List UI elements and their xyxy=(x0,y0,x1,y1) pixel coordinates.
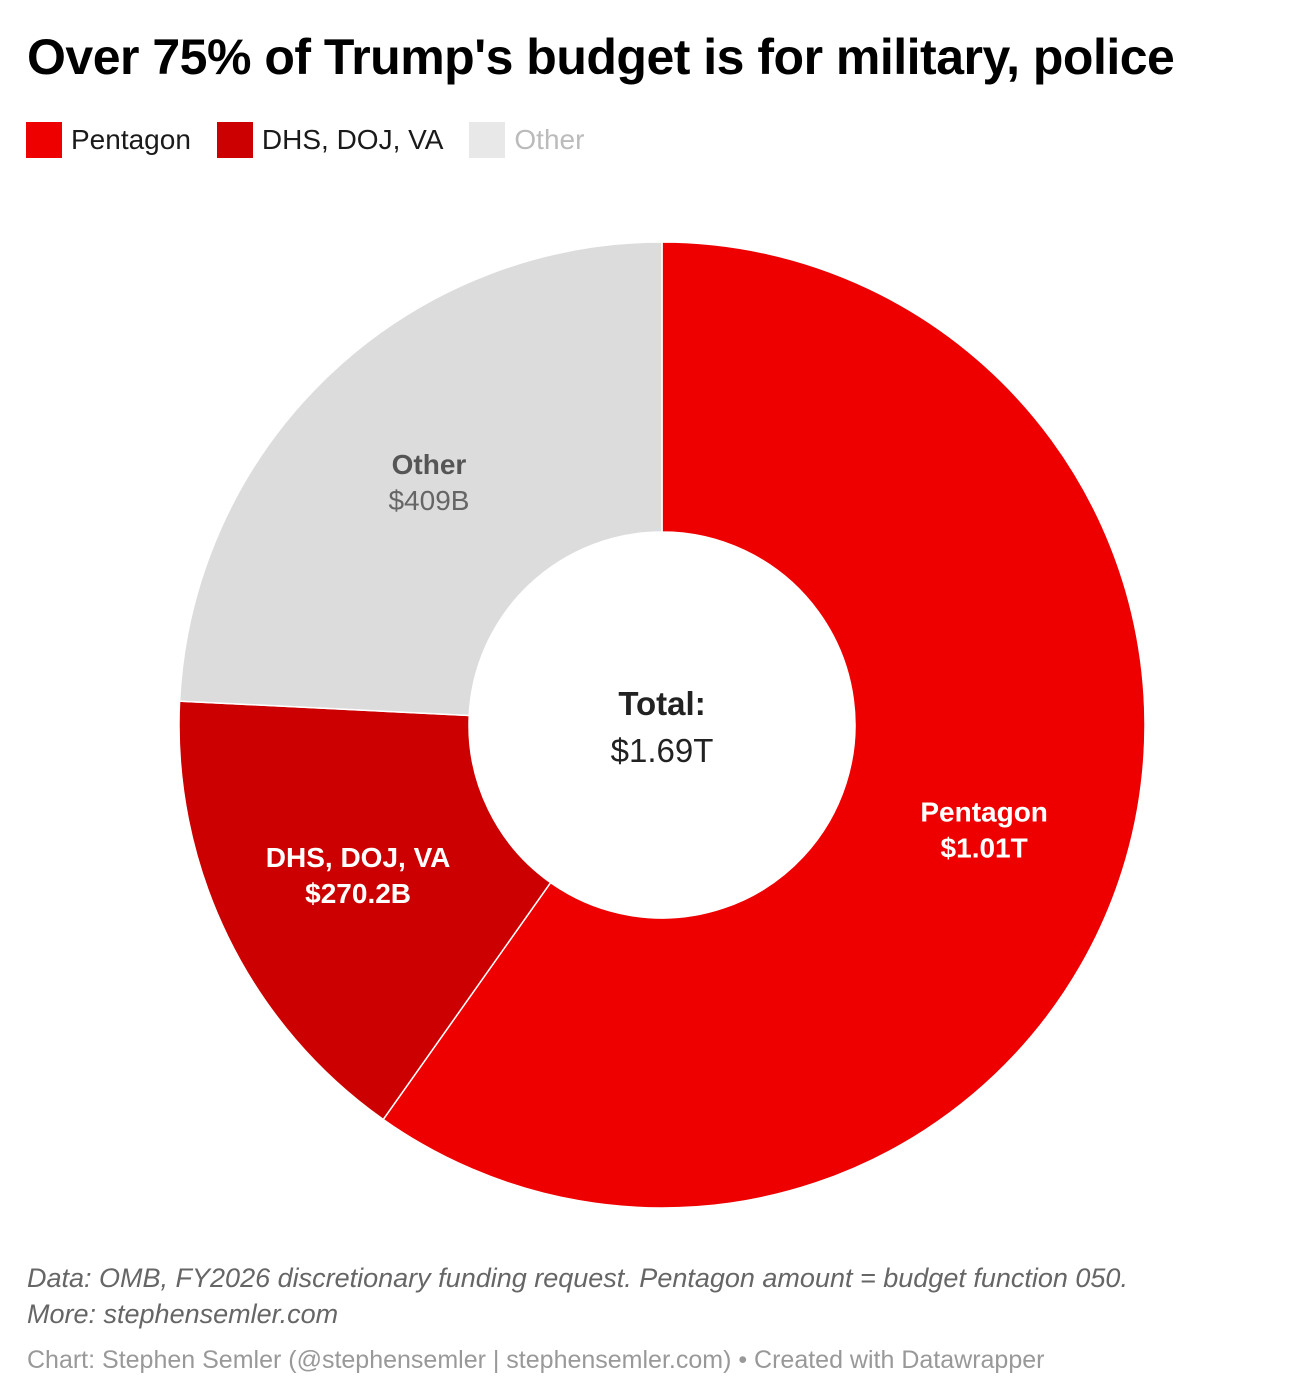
legend-item-other: Other xyxy=(469,122,584,158)
slice-label-name: DHS, DOJ, VA xyxy=(266,842,451,873)
legend-label: Other xyxy=(514,124,585,155)
slice-label-name: Pentagon xyxy=(920,796,1048,827)
legend-label: Pentagon xyxy=(71,124,191,155)
legend-item-dhs-doj-va: DHS, DOJ, VA xyxy=(216,122,444,158)
legend-swatch xyxy=(216,122,253,158)
legend-item-pentagon: Pentagon xyxy=(26,122,191,158)
notes: Data: OMB, FY2026 discretionary funding … xyxy=(27,1260,1128,1332)
slice-label-value: $1.01T xyxy=(941,832,1028,863)
legend-swatch xyxy=(26,122,62,158)
slice-label-name: Other xyxy=(392,449,467,480)
legend-swatch xyxy=(469,122,506,158)
slice-label-value: $409B xyxy=(388,485,469,516)
more-note: More: stephensemler.com xyxy=(27,1299,339,1329)
slice-pentagon xyxy=(382,241,1146,1209)
slice-label-value: $270.2B xyxy=(305,878,411,909)
slice-other xyxy=(178,241,663,717)
slice-dhs-doj-va xyxy=(178,700,552,1121)
center-value: $1.69T xyxy=(611,732,714,769)
legend: Pentagon DHS, DOJ, VA Other xyxy=(26,122,610,158)
legend-label: DHS, DOJ, VA xyxy=(261,124,444,155)
source-note: Data: OMB, FY2026 discretionary funding … xyxy=(27,1263,1128,1293)
center-label: Total: xyxy=(618,685,705,722)
credit: Chart: Stephen Semler (@stephensemler | … xyxy=(27,1346,1045,1374)
chart-title: Over 75% of Trump's budget is for milita… xyxy=(27,29,1175,85)
